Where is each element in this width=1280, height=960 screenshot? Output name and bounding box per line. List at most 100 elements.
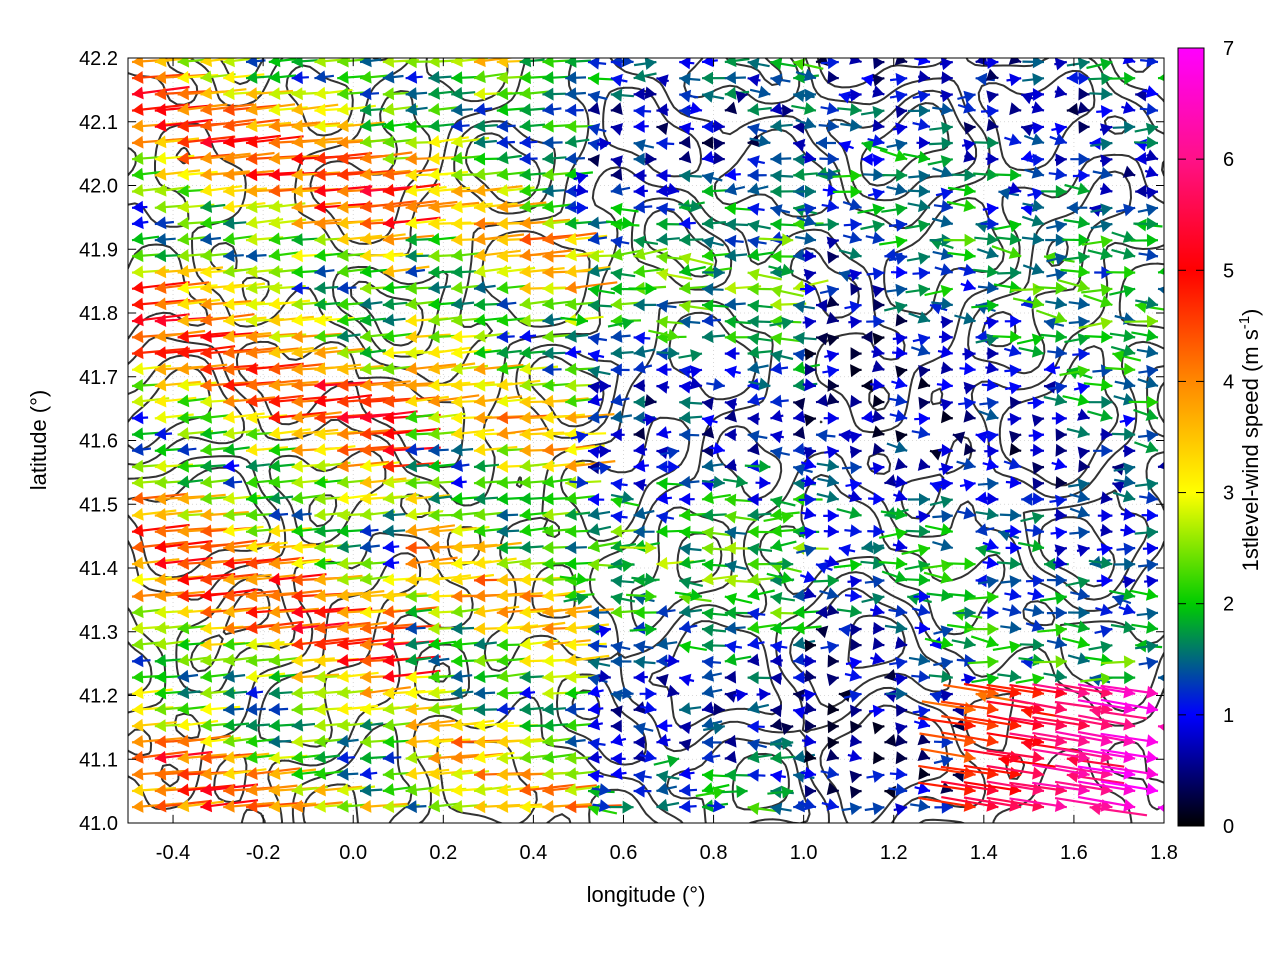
x-axis-ticks: -0.4 -0.2 0.0 0.2 0.4 0.6 0.8 1.0 1.2 1.4 1.6 1.8 xyxy=(156,58,1178,864)
wind-vector-head xyxy=(861,152,873,166)
wind-vector-head xyxy=(428,491,441,505)
wind-vector-head xyxy=(337,87,349,101)
wind-vector-head xyxy=(736,785,748,798)
wind-vector-head xyxy=(770,152,782,166)
wind-vector-head xyxy=(177,216,189,230)
wind-vector-head xyxy=(747,412,759,426)
wind-vector-head xyxy=(496,541,508,555)
wind-vector-head xyxy=(451,217,463,231)
wind-vector-head xyxy=(1146,734,1158,748)
wind-vector-head xyxy=(940,284,953,298)
wind-vector-head xyxy=(610,478,623,491)
wind-vector-head xyxy=(803,268,816,282)
wind-vector-head xyxy=(804,639,816,653)
wind-vector-head xyxy=(382,767,395,781)
wind-vector-head xyxy=(747,134,760,148)
wind-vector-head xyxy=(588,558,600,572)
wind-vector-head xyxy=(861,379,873,392)
wind-vector-head xyxy=(633,169,645,183)
wind-vector-head xyxy=(793,410,806,424)
wind-vector-head xyxy=(132,799,144,813)
wind-vector-head xyxy=(519,265,532,278)
wind-vector-head xyxy=(154,540,167,554)
wind-vector-head xyxy=(519,459,532,473)
wind-vector-head xyxy=(360,589,372,603)
wind-vector-head xyxy=(428,524,440,538)
wind-vector-head xyxy=(770,73,783,87)
wind-vector-head xyxy=(679,365,692,378)
wind-vector-head xyxy=(542,557,554,571)
wind-vector-head xyxy=(850,575,862,589)
wind-vector-head xyxy=(1031,262,1044,276)
wind-vector-head xyxy=(542,654,554,668)
wind-vector-head xyxy=(918,426,930,439)
wind-vector-head xyxy=(827,574,839,588)
wind-vector-head xyxy=(223,540,235,554)
wind-vector-head xyxy=(940,263,953,276)
wind-vector-head xyxy=(1100,283,1113,297)
wind-vector-head xyxy=(268,58,281,68)
wind-vector-head xyxy=(702,639,714,652)
wind-vector-head xyxy=(223,378,235,392)
wind-vector-head xyxy=(770,332,783,346)
wind-vector-head xyxy=(747,750,760,764)
wind-vector-head xyxy=(633,506,646,520)
wind-vector-head xyxy=(747,508,760,522)
wind-vector-head xyxy=(428,670,440,684)
wind-vector-head xyxy=(314,670,326,684)
wind-vector-head xyxy=(314,459,327,473)
wind-vector-head xyxy=(940,689,953,703)
wind-vector-head xyxy=(1009,669,1022,683)
wind-vector-head xyxy=(724,218,737,231)
wind-vector-head xyxy=(656,654,668,668)
wind-vector-head xyxy=(656,673,669,687)
wind-vector-head xyxy=(428,281,440,295)
wind-vector-head xyxy=(986,458,999,471)
wind-vector-head xyxy=(428,249,440,263)
wind-vector-head xyxy=(337,572,349,586)
wind-vector-head xyxy=(314,783,326,797)
wind-vector-head xyxy=(177,200,190,214)
wind-vector-head xyxy=(337,540,349,554)
wind-vector-head xyxy=(246,654,258,667)
wind-vector-head xyxy=(747,701,760,714)
wind-vector-head xyxy=(747,525,759,539)
wind-vector-head xyxy=(223,216,235,230)
wind-vector-head xyxy=(599,669,611,683)
wind-vector-head xyxy=(542,734,555,748)
wind-vector-head xyxy=(895,105,908,119)
wind-vector-head xyxy=(291,313,304,327)
wind-vector-head xyxy=(793,689,805,702)
wind-vector-head xyxy=(291,330,303,344)
wind-vector-head xyxy=(1055,606,1067,620)
wind-vector-head xyxy=(667,754,680,768)
wind-vector-head xyxy=(759,476,771,490)
wind-vector-head xyxy=(268,87,281,100)
wind-vector-head xyxy=(132,491,144,505)
wind-vector-head xyxy=(314,443,327,456)
wind-vector-head xyxy=(872,704,885,718)
wind-vector-head xyxy=(702,264,714,278)
wind-vector-head xyxy=(405,216,418,230)
wind-vector-head xyxy=(633,573,645,587)
wind-vector-head xyxy=(747,182,760,196)
wind-vector-head xyxy=(804,151,816,164)
wind-vector-head xyxy=(177,718,190,732)
wind-vector-head xyxy=(314,248,326,262)
wind-vector-head xyxy=(177,540,189,554)
wind-vector-head xyxy=(382,556,395,570)
wind-vector-head xyxy=(154,702,167,716)
wind-vector-head xyxy=(474,589,486,603)
wind-vector-head xyxy=(747,442,760,456)
wind-vector-head xyxy=(542,427,554,441)
wind-vector-head xyxy=(724,592,737,606)
wind-vector-head xyxy=(314,58,326,68)
wind-vector-head xyxy=(451,362,463,376)
wind-vector-head xyxy=(268,767,281,780)
wind-vector-head xyxy=(804,446,816,460)
wind-vector-head xyxy=(633,539,646,553)
wind-vector-head xyxy=(428,232,440,246)
wind-vector-head xyxy=(223,346,235,359)
wind-vector-head xyxy=(793,153,805,167)
wind-vector-head xyxy=(268,248,281,262)
